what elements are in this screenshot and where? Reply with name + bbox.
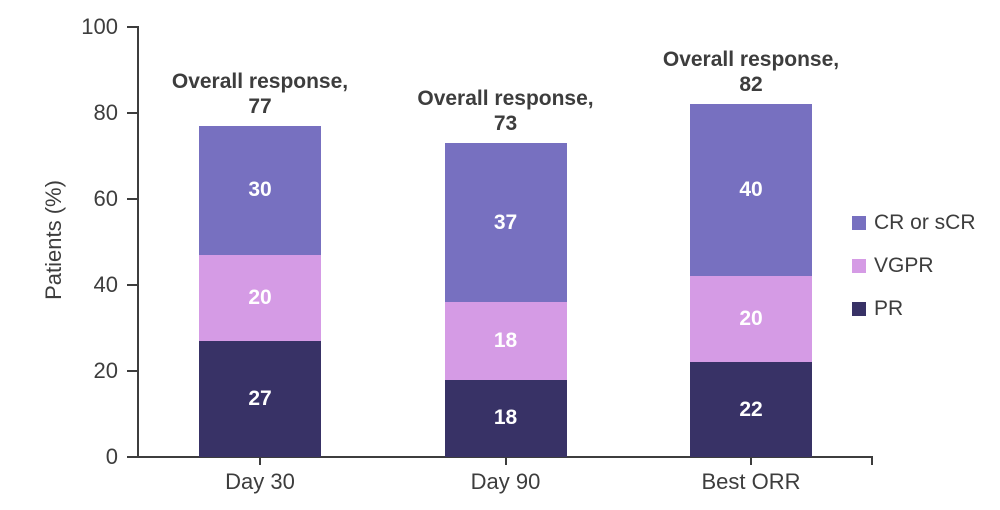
category-label: Day 30 [225, 469, 295, 494]
x-axis-tick [259, 458, 261, 465]
annotation-total: 77 [248, 94, 272, 118]
category-label: Day 90 [470, 469, 541, 494]
segment-value-label: 18 [493, 328, 518, 352]
bar-segment-vgpr: 20 [199, 254, 321, 341]
y-axis-tick-label: 100 [81, 14, 118, 39]
legend-label: CR or sCR [874, 210, 976, 234]
legend-item-cr-or-scr: CR or sCR [852, 201, 976, 244]
y-axis-tick-label: 40 [93, 272, 118, 297]
annotation-prefix: Overall response, [417, 87, 594, 111]
x-axis-line [137, 456, 873, 458]
bar-segment-pr: 22 [690, 362, 812, 457]
y-axis-tick-label: 80 [93, 100, 118, 125]
segment-value-label: 22 [739, 397, 763, 421]
segment-value-label: 18 [493, 406, 518, 430]
segment-value-label: 20 [739, 307, 763, 331]
bar-segment-vgpr: 18 [444, 302, 567, 380]
bar-segment-cr-or-scr: 40 [690, 104, 812, 277]
overall-response-annotation: Overall response, 82 [611, 47, 891, 97]
legend-item-vgpr: VGPR [852, 244, 976, 287]
legend-swatch [852, 301, 866, 316]
legend-item-pr: PR [852, 287, 976, 330]
y-axis-tick [127, 284, 137, 286]
overall-response-annotation: Overall response, 77 [120, 69, 400, 119]
segment-value-label: 37 [493, 210, 518, 234]
y-axis-tick [127, 26, 137, 28]
bar-segment-vgpr: 20 [690, 276, 812, 363]
annotation-total: 73 [493, 112, 518, 136]
legend: CR or sCR VGPR PR [852, 201, 976, 330]
overall-response-annotation: Overall response, 73 [366, 86, 646, 136]
x-axis-end-tick [871, 458, 873, 465]
legend-swatch [852, 258, 866, 273]
category-label: Best ORR [701, 469, 801, 494]
segment-value-label: 30 [248, 178, 272, 202]
legend-label: PR [874, 296, 904, 320]
annotation-prefix: Overall response, [662, 48, 840, 72]
y-axis-tick [127, 456, 137, 458]
segment-value-label: 20 [248, 285, 272, 309]
bar-segment-cr-or-scr: 30 [199, 125, 321, 255]
annotation-total: 82 [739, 73, 763, 97]
bar-segment-pr: 27 [199, 340, 321, 457]
y-axis-tick-label: 60 [93, 186, 118, 211]
bar-segment-pr: 18 [444, 379, 567, 457]
y-axis-tick [127, 198, 137, 200]
y-axis-tick-label: 0 [105, 444, 118, 469]
legend-label: VGPR [874, 253, 934, 277]
legend-swatch [852, 215, 866, 230]
x-axis-tick [504, 458, 507, 465]
y-axis-tick [127, 370, 137, 372]
annotation-prefix: Overall response, [171, 69, 349, 93]
y-axis-tick-label: 20 [93, 358, 118, 383]
segment-value-label: 40 [739, 178, 763, 202]
segment-value-label: 27 [248, 386, 272, 410]
x-axis-tick [750, 458, 752, 465]
y-axis-spine [137, 26, 139, 458]
bar-segment-cr-or-scr: 37 [444, 143, 567, 303]
y-axis-tick [127, 112, 137, 114]
